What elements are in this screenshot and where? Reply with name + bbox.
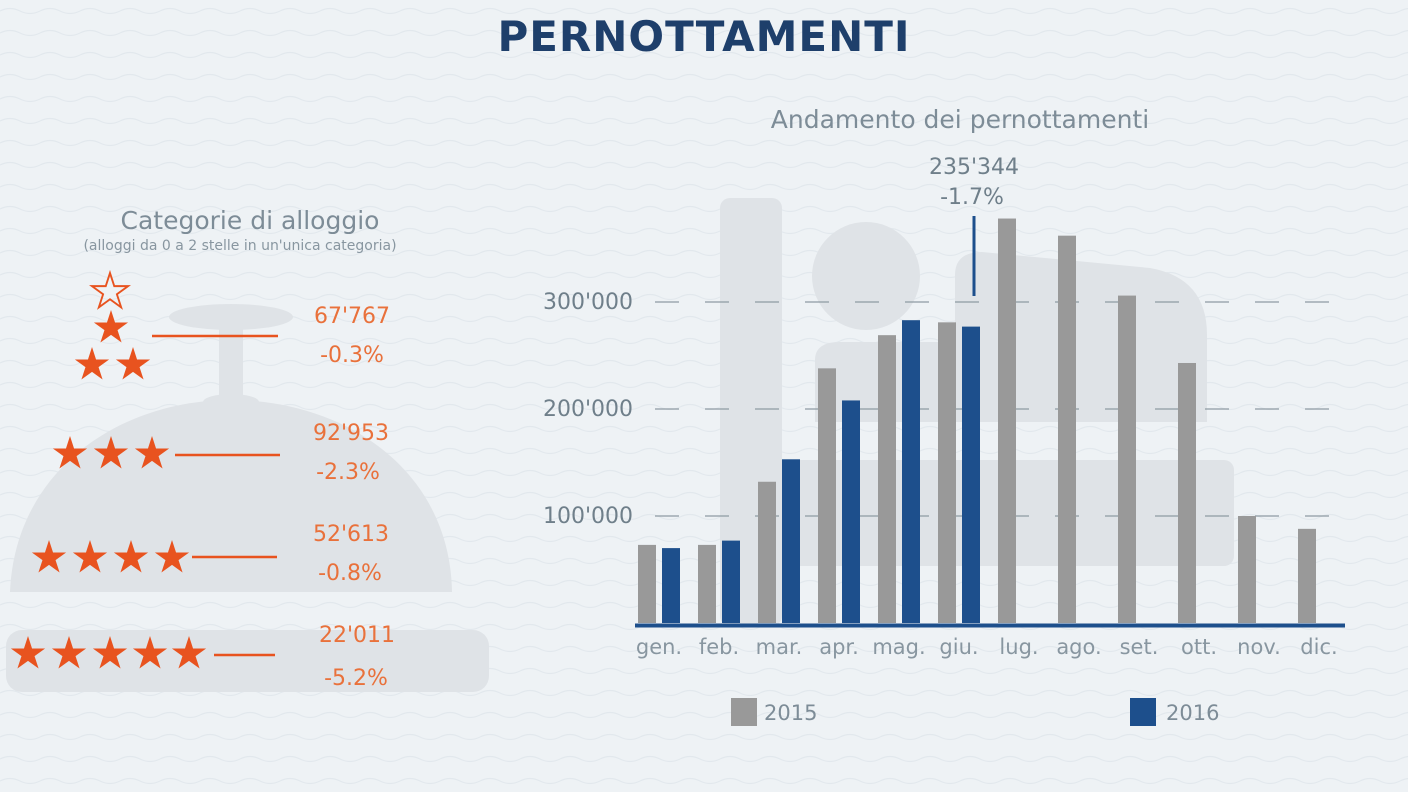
- star-icon: [31, 540, 67, 573]
- bar-2015-dic: [1298, 528, 1316, 623]
- bar-2015-mag: [878, 335, 896, 623]
- category-change-5: -5.2%: [324, 666, 388, 691]
- bar-2015-set: [1118, 295, 1136, 623]
- category-change-4: -0.8%: [318, 561, 382, 586]
- x-tick-label: apr.: [819, 635, 859, 659]
- legend-label-2015: 2015: [764, 701, 817, 725]
- bar-2015-ago: [1058, 235, 1076, 623]
- june-annotation: 235'344 -1.7%: [929, 155, 1019, 296]
- legend-label-2016: 2016: [1166, 701, 1219, 725]
- star-icon: [52, 436, 88, 469]
- page-title: Pernottamenti: [497, 12, 911, 61]
- annotation-change: -1.7%: [940, 185, 1004, 210]
- legend-swatch-2015: [731, 698, 757, 726]
- bar-2015-gen: [638, 544, 656, 623]
- bar-2015-lug: [998, 218, 1016, 624]
- star-icon: [74, 347, 110, 380]
- category-value-3: 92'953: [312, 421, 390, 446]
- star-icon: [10, 636, 46, 669]
- star-icon: [134, 436, 170, 469]
- category-change-0-2: -0.3%: [320, 343, 384, 368]
- star-row-5: [10, 636, 275, 669]
- bar-2015-apr: [818, 368, 836, 623]
- star-icon: [51, 636, 87, 669]
- star-icon: [113, 540, 149, 573]
- bar-2016-gen: [662, 548, 680, 623]
- bar-2015-ott: [1178, 362, 1196, 623]
- star-icon: [93, 436, 129, 469]
- star-icon: [171, 636, 207, 669]
- categories-title: Categorie di alloggio: [120, 206, 380, 235]
- star-row-4: [31, 540, 277, 573]
- star-icon: [154, 540, 190, 573]
- x-tick-label: ago.: [1056, 635, 1101, 659]
- bar-2015-giu: [938, 322, 956, 623]
- y-tick-label: 100'000: [543, 504, 633, 529]
- x-tick-label: feb.: [699, 635, 739, 659]
- category-value-0-2: 67'767: [313, 304, 391, 329]
- bar-2016-mar: [782, 459, 800, 623]
- star-icon: [132, 636, 168, 669]
- star-icon: [92, 636, 128, 669]
- x-tick-label: mag.: [872, 635, 925, 659]
- star-row-3: [52, 436, 280, 469]
- bar-2015-feb: [698, 544, 716, 623]
- star-icon: [72, 540, 108, 573]
- bar-2016-mag: [902, 320, 920, 623]
- bar-2016-giu: [962, 326, 980, 623]
- y-tick-label: 300'000: [543, 290, 633, 315]
- y-tick-label: 200'000: [543, 397, 633, 422]
- x-axis-ticks: gen. feb. mar. apr. mag. giu. lug. ago. set. ott.…: [636, 635, 1338, 659]
- star-icon-outline: [89, 269, 131, 310]
- bar-2015-nov: [1238, 516, 1256, 623]
- star-icon: [93, 310, 129, 343]
- x-tick-label: lug.: [999, 635, 1038, 659]
- bars: [638, 218, 1316, 624]
- x-tick-label: dic.: [1300, 635, 1337, 659]
- bar-2016-apr: [842, 400, 860, 623]
- category-value-5: 22'011: [318, 623, 396, 648]
- x-tick-label: gen.: [636, 635, 682, 659]
- bar-2016-feb: [722, 540, 740, 623]
- star-icon: [115, 347, 151, 380]
- x-tick-label: nov.: [1237, 635, 1281, 659]
- x-tick-label: ott.: [1181, 635, 1217, 659]
- y-axis-ticks: 100'000 200'000 300'000: [543, 290, 633, 529]
- categories-subtitle: (alloggi da 0 a 2 stelle in un'unica cat…: [83, 238, 397, 254]
- x-tick-label: mar.: [756, 635, 803, 659]
- x-tick-label: set.: [1120, 635, 1159, 659]
- legend-swatch-2016: [1130, 698, 1156, 726]
- x-tick-label: giu.: [939, 635, 978, 659]
- chart-title: Andamento dei pernottamenti: [771, 105, 1149, 134]
- category-change-3: -2.3%: [316, 460, 380, 485]
- bar-2015-mar: [758, 481, 776, 623]
- category-value-4: 52'613: [312, 522, 390, 547]
- annotation-value: 235'344: [929, 155, 1019, 180]
- star-row-0-2: [74, 269, 278, 380]
- legend: 2015 2016: [731, 698, 1219, 726]
